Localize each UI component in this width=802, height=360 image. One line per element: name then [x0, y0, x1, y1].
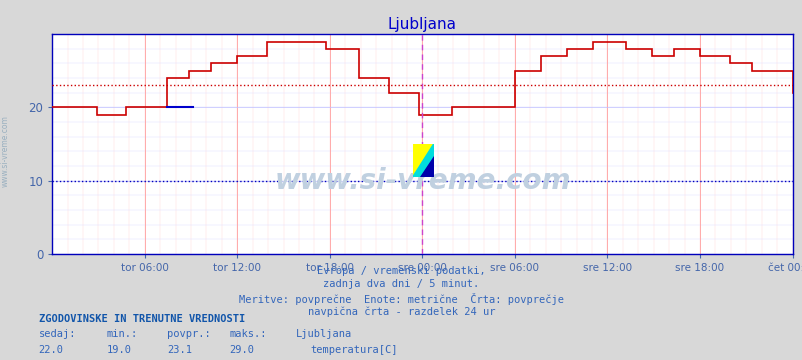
Polygon shape [419, 156, 433, 177]
Text: ZGODOVINSKE IN TRENUTNE VREDNOSTI: ZGODOVINSKE IN TRENUTNE VREDNOSTI [38, 314, 245, 324]
Text: maks.:: maks.: [229, 329, 267, 339]
Text: www.si-vreme.com: www.si-vreme.com [273, 167, 570, 195]
Polygon shape [412, 144, 433, 177]
Text: temperatura[C]: temperatura[C] [310, 345, 397, 355]
Text: navpična črta - razdelek 24 ur: navpična črta - razdelek 24 ur [307, 307, 495, 317]
Text: Ljubljana: Ljubljana [295, 329, 351, 339]
Text: Evropa / vremenski podatki,: Evropa / vremenski podatki, [317, 266, 485, 276]
Title: Ljubljana: Ljubljana [387, 17, 456, 32]
Text: 29.0: 29.0 [229, 345, 254, 355]
Text: 19.0: 19.0 [107, 345, 132, 355]
Text: Meritve: povprečne  Enote: metrične  Črta: povprečje: Meritve: povprečne Enote: metrične Črta:… [239, 293, 563, 305]
Text: min.:: min.: [107, 329, 138, 339]
Text: 23.1: 23.1 [167, 345, 192, 355]
Polygon shape [412, 144, 433, 177]
Text: www.si-vreme.com: www.si-vreme.com [1, 115, 10, 187]
Text: povpr.:: povpr.: [167, 329, 210, 339]
Text: zadnja dva dni / 5 minut.: zadnja dva dni / 5 minut. [323, 279, 479, 289]
Text: sedaj:: sedaj: [38, 329, 76, 339]
Text: 22.0: 22.0 [38, 345, 63, 355]
